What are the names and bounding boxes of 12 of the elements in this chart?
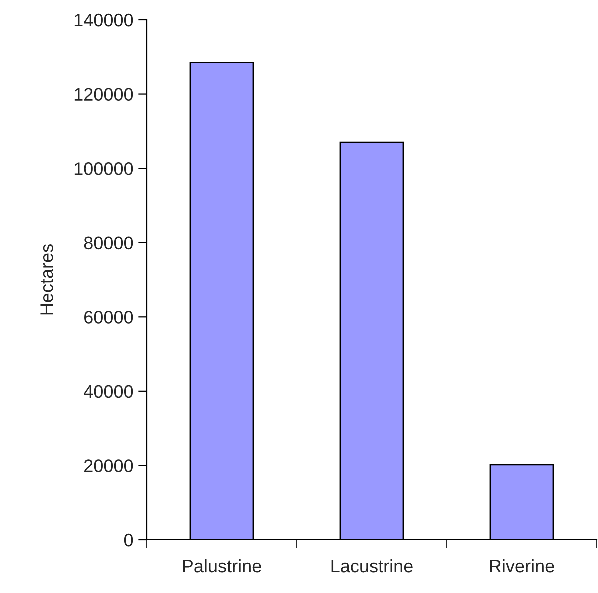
- y-tick-label: 140000: [74, 14, 134, 27]
- y-axis-title: Hectares: [40, 244, 54, 315]
- x-tick-label: Lacustrine: [332, 559, 413, 573]
- y-tick-label: 60000: [84, 311, 134, 324]
- y-tick-label: 20000: [84, 460, 134, 472]
- y-tick-label: 80000: [84, 236, 134, 250]
- y-tick-label: 100000: [74, 162, 134, 176]
- x-tick-label: Riverine: [490, 559, 554, 573]
- y-tick-label: 120000: [74, 88, 134, 102]
- y-tick-label: 0: [124, 534, 134, 547]
- y-tick-label: 40000: [84, 385, 134, 398]
- x-tick-label: Palustrine: [183, 559, 262, 573]
